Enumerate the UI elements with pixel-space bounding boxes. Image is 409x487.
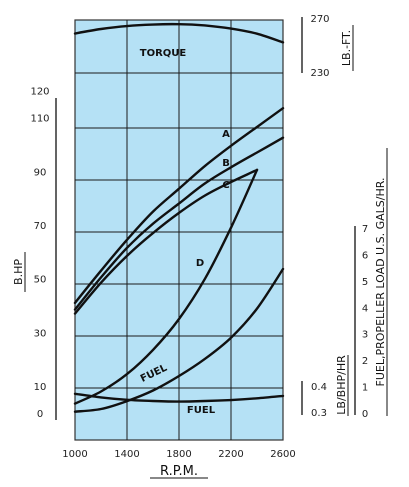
fuel-rate-tick-label-8: 0: [362, 409, 368, 420]
specific-fuel-axis-title: LB/BHP/HR: [335, 355, 348, 415]
fuel-rate-tick-label-6: 2: [362, 356, 368, 367]
bhp-tick-label-4: 70: [34, 221, 47, 232]
specific-fuel-tick-label-1: 0.4: [311, 382, 327, 393]
fuel-rate-tick-label-4: 4: [362, 303, 368, 314]
axes: 1000 1400 1800 2200 2600R.P.M.12011090705030…: [12, 14, 388, 479]
curve-label-b-bhp: B: [222, 158, 230, 169]
curve-label-a-bhp: A: [222, 129, 230, 140]
x-tick-label-3: 1800: [166, 449, 191, 460]
fuel-rate-tick-label-3: 5: [362, 277, 368, 288]
fuel-rate-tick-label-2: 6: [362, 250, 368, 261]
x-tick-label-2: 1400: [114, 449, 139, 460]
curve-fuel-fuel-rate: [73, 267, 285, 413]
bhp-tick-label-7: 10: [34, 382, 47, 393]
x-axis-title: R.P.M.: [160, 464, 198, 479]
torque-tick-label-2: 230: [310, 68, 329, 79]
curve-a-bhp: [73, 107, 285, 305]
curve-fuel-specific-fuel: [73, 392, 285, 403]
bhp-tick-label-6: 30: [34, 328, 47, 339]
curve-c-bhp: [73, 168, 259, 315]
curve-d-bhp: [73, 168, 259, 405]
curve-torque-torque: [73, 22, 285, 44]
x-tick-label-5: 2600: [270, 449, 295, 460]
bhp-tick-label-8: 0: [37, 409, 43, 420]
x-tick-label-1: 1000: [62, 449, 87, 460]
fuel-rate-tick-label-7: 1: [362, 383, 368, 394]
curve-label-torque-torque: TORQUE: [140, 48, 187, 59]
fuel-rate-axis-title: FUEL,PROPELLER LOAD U.S. GALS/HR.: [374, 178, 387, 387]
curve-b-bhp: [73, 136, 285, 311]
curves: [73, 22, 285, 413]
gridlines: [75, 20, 283, 440]
fuel-rate-tick-label-5: 3: [362, 330, 368, 341]
specific-fuel-tick-label-2: 0.3: [311, 408, 327, 419]
torque-tick-label-1: 270: [310, 14, 329, 25]
x-tick-label-4: 2200: [218, 449, 243, 460]
bhp-tick-label-1: 120: [30, 87, 49, 98]
curve-label-c-bhp: C: [222, 180, 229, 191]
bhp-tick-label-5: 50: [34, 275, 47, 286]
bhp-tick-label-2: 110: [30, 114, 49, 125]
curve-label-fuel-specific-fuel: FUEL: [187, 405, 216, 416]
torque-axis-title: LB.-FT.: [340, 30, 353, 66]
fuel-rate-tick-label-1: 7: [362, 224, 368, 235]
curve-label-d-bhp: D: [196, 258, 204, 269]
bhp-axis-title: B.HP: [12, 259, 25, 285]
bhp-tick-label-3: 90: [34, 167, 47, 178]
